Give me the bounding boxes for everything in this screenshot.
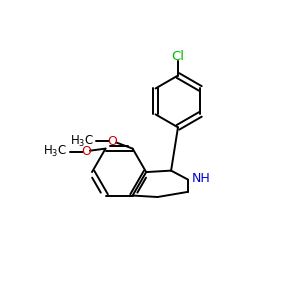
Text: NH: NH	[192, 172, 211, 185]
Text: Cl: Cl	[172, 50, 184, 63]
Text: O: O	[108, 135, 118, 148]
Text: H$_3$C: H$_3$C	[70, 134, 94, 149]
Text: O: O	[82, 145, 91, 158]
Text: H$_3$C: H$_3$C	[44, 144, 68, 159]
